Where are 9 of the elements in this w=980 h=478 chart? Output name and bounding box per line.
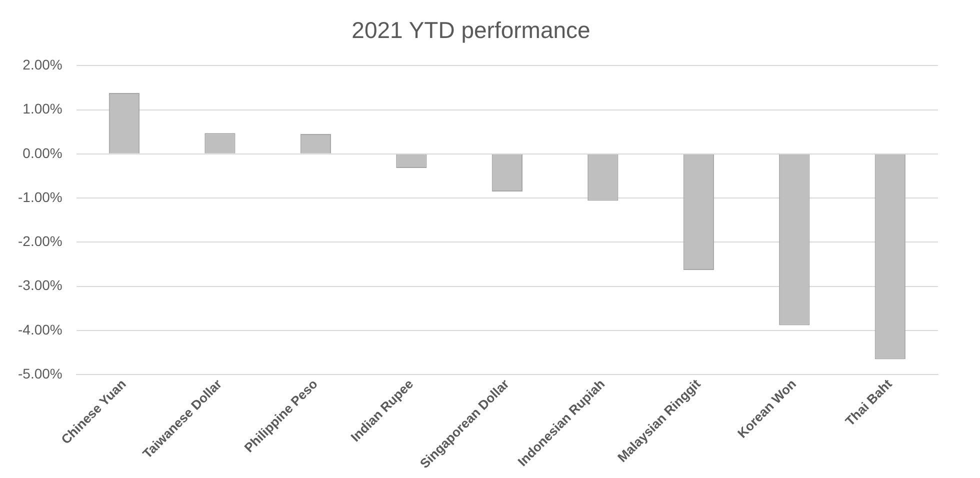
y-tick-label: 0.00%	[22, 144, 62, 161]
y-tick-label: -5.00%	[18, 366, 62, 382]
y-tick-label: 2.00%	[22, 56, 62, 72]
y-tick-label: -1.00%	[18, 188, 62, 205]
chart-title: 2021 YTD performance	[352, 17, 590, 44]
y-tick-label: -2.00%	[18, 233, 62, 250]
y-tick-label: -4.00%	[18, 321, 62, 338]
y-tick-label: 1.00%	[22, 100, 62, 117]
y-tick-label: -3.00%	[18, 277, 62, 294]
